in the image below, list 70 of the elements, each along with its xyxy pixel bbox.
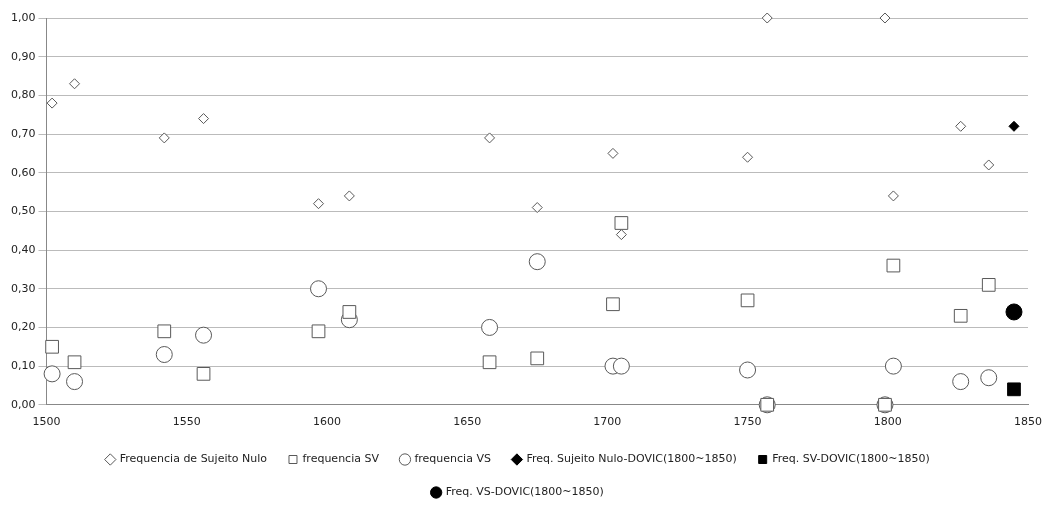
point [311, 324, 326, 339]
point [46, 97, 58, 109]
y-tick-label: 0,70 [10, 126, 36, 140]
point [953, 308, 968, 323]
x-tick-label: 1850 [1014, 415, 1042, 429]
point [955, 120, 967, 132]
legend-label: Freq. Sujeito Nulo-DOVIC(1800~1850) [526, 452, 737, 466]
point [531, 202, 543, 214]
point [157, 324, 172, 339]
y-tick-label: 0,20 [10, 320, 36, 334]
y-tick-label: 0,00 [10, 397, 36, 411]
point [198, 113, 210, 125]
point [884, 357, 902, 375]
y-tick-label: 0,30 [10, 281, 36, 295]
point [981, 278, 996, 292]
point [615, 229, 627, 241]
y-tick-label: 0,60 [10, 165, 36, 179]
point [739, 361, 757, 379]
point [761, 12, 773, 24]
point [612, 357, 630, 375]
point [195, 326, 213, 344]
point [66, 373, 84, 391]
point [879, 12, 891, 24]
x-tick-label: 1800 [873, 415, 902, 429]
point [606, 297, 620, 312]
y-tick-label: 0,10 [10, 358, 36, 372]
point [952, 373, 970, 391]
point [69, 78, 81, 90]
x-tick-label: 1650 [453, 415, 482, 429]
point [313, 198, 325, 210]
point [67, 355, 82, 370]
point [155, 346, 173, 364]
point [530, 351, 545, 366]
legend-label: frequencia SV [302, 452, 380, 466]
point [482, 355, 497, 370]
legend-label: Freq. VS-DOVIC(1800~1850) [445, 485, 604, 499]
point [158, 132, 170, 144]
point [310, 280, 328, 298]
legend-label: Freq. SV-DOVIC(1800~1850) [772, 452, 930, 466]
point [342, 305, 357, 319]
point [484, 132, 496, 144]
point [742, 151, 754, 163]
x-tick-label: 1600 [312, 415, 341, 429]
point [887, 190, 899, 202]
point [343, 190, 355, 202]
x-tick-label: 1550 [172, 415, 201, 429]
y-tick-label: 0,90 [10, 49, 36, 63]
point [614, 216, 629, 230]
point [980, 369, 998, 387]
point [607, 147, 619, 159]
point [196, 366, 211, 381]
point [1005, 303, 1023, 321]
legend-label: Frequencia de Sujeito Nulo [119, 452, 268, 466]
point [481, 318, 499, 336]
y-tick-label: 0,40 [10, 242, 36, 256]
legend-label: frequencia VS [414, 452, 491, 466]
x-tick-label: 1750 [733, 415, 762, 429]
y-tick-label: 0,50 [10, 204, 36, 218]
point [45, 339, 59, 354]
y-tick-label: 0,80 [10, 88, 36, 102]
point [740, 293, 755, 308]
point [43, 365, 61, 383]
point [1007, 382, 1021, 397]
point [528, 253, 546, 271]
point [1008, 120, 1020, 132]
y-tick-label: 1,00 [10, 10, 36, 24]
point [886, 258, 901, 273]
x-tick-label: 1500 [32, 415, 61, 429]
x-tick-label: 1700 [593, 415, 622, 429]
point [983, 159, 995, 171]
